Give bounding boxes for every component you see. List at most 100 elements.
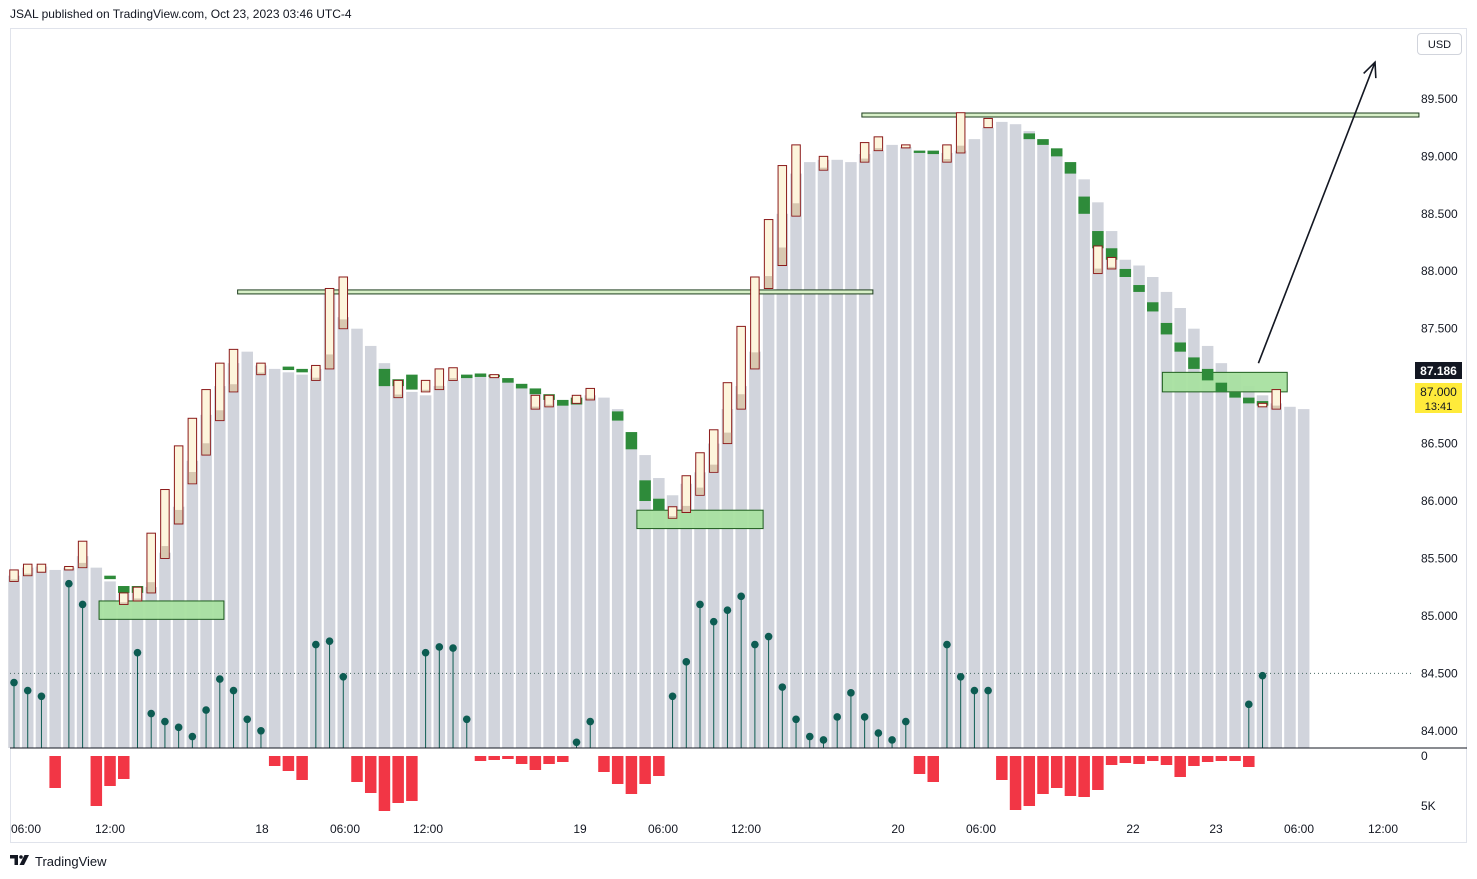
candle-shade: [956, 145, 965, 153]
profile-bar: [845, 162, 857, 748]
profile-bar: [639, 455, 651, 748]
green-block: [461, 374, 473, 379]
candle: [736, 325, 746, 410]
profile-bar: [433, 386, 446, 748]
candle-shade: [751, 352, 759, 369]
x-tick-label: 23: [1209, 822, 1223, 836]
profile-bar: [474, 374, 487, 748]
chart-frame: [10, 28, 1467, 843]
profile-bar: [1147, 276, 1159, 748]
candle: [722, 382, 733, 445]
indicator-lollipops: [10, 579, 1267, 748]
green-block: [1160, 322, 1173, 335]
candle-shade: [709, 464, 718, 472]
profile-bar: [570, 399, 583, 748]
candle-shade: [147, 582, 155, 593]
current-price-tag: 87.000 13:41: [1415, 383, 1462, 413]
candle-shade: [174, 509, 183, 524]
profile-bar: [159, 552, 171, 748]
volume-bar: [1215, 756, 1228, 761]
x-tick-label: 06:00: [330, 822, 360, 836]
green-block: [104, 575, 116, 580]
volume-bar: [90, 756, 103, 806]
green-block: [913, 150, 926, 153]
candle-shade: [531, 406, 540, 409]
candle-shade: [120, 602, 128, 604]
profile-bar: [461, 374, 473, 748]
candle: [489, 374, 499, 379]
candle: [695, 452, 705, 496]
profile-bar: [145, 587, 157, 748]
volume-bar: [557, 756, 569, 762]
candle: [215, 362, 225, 422]
candle: [311, 364, 321, 381]
currency-button[interactable]: USD: [1417, 33, 1462, 55]
profile-bar: [268, 368, 281, 748]
profile-bar: [296, 374, 308, 748]
candle: [777, 165, 788, 267]
x-tick-label: 06:00: [11, 822, 41, 836]
profile-bar: [982, 127, 994, 748]
profile-bar: [1243, 386, 1255, 748]
candle-shade: [229, 384, 238, 392]
green-block: [1023, 133, 1036, 140]
profile-bar: [1133, 265, 1145, 748]
current-price-label: 87.000: [1420, 385, 1457, 399]
candle: [448, 367, 458, 381]
profile-bar: [1064, 162, 1077, 748]
x-tick-label: 19: [573, 822, 587, 836]
green-block: [282, 366, 295, 371]
candle: [187, 417, 198, 485]
x-tick-label: 18: [255, 822, 269, 836]
profile-bar: [1215, 363, 1228, 748]
lollipop-dot: [874, 729, 883, 737]
candle-shade: [545, 404, 553, 407]
lollipop-dot: [188, 732, 197, 741]
lollipop-dot: [668, 692, 677, 701]
lollipop-dot: [1245, 700, 1253, 709]
profile-bar: [1092, 202, 1104, 748]
candle: [146, 532, 156, 594]
profile-bar: [707, 443, 720, 748]
support-zone: [98, 600, 225, 620]
candle: [571, 394, 582, 404]
lollipop-dot: [202, 706, 210, 714]
profile-bar: [954, 150, 967, 748]
candle: [9, 569, 19, 582]
volume-bar: [49, 756, 61, 788]
lollipop-dot: [78, 600, 87, 609]
lollipop-dot: [696, 600, 704, 609]
profile-bar: [886, 144, 898, 748]
volume-bar: [268, 756, 281, 766]
candle: [132, 586, 143, 602]
profile-bar: [1105, 231, 1118, 749]
profile-bar: [1160, 291, 1173, 748]
lollipop-dot: [805, 732, 814, 741]
candle-shade: [778, 247, 787, 266]
candle: [1257, 402, 1268, 408]
green-block: [1215, 382, 1228, 392]
volume-bar: [502, 756, 514, 759]
profile-bar: [1078, 179, 1090, 748]
candle-shade: [943, 159, 951, 162]
brand[interactable]: TradingView: [10, 852, 107, 870]
y-tick-label: 88.000: [1421, 264, 1458, 278]
profile-bar: [543, 397, 555, 748]
volume-bar: [1160, 756, 1173, 765]
profile-bar: [1284, 406, 1296, 748]
candle: [818, 155, 829, 171]
volume-bar: [598, 756, 610, 772]
volume-bar: [392, 756, 404, 803]
profile-bar: [419, 395, 432, 748]
candle-shade: [819, 167, 828, 170]
candle: [77, 540, 88, 569]
candle-shade: [1272, 405, 1280, 409]
y-tick-label: 85.000: [1421, 609, 1458, 623]
candle-shade: [161, 546, 169, 558]
y-tick-label: 87.500: [1421, 322, 1458, 336]
candle: [1271, 389, 1281, 410]
volume-bar: [1009, 756, 1022, 810]
lollipop-dot: [257, 726, 265, 735]
lollipop-dot: [737, 592, 745, 601]
